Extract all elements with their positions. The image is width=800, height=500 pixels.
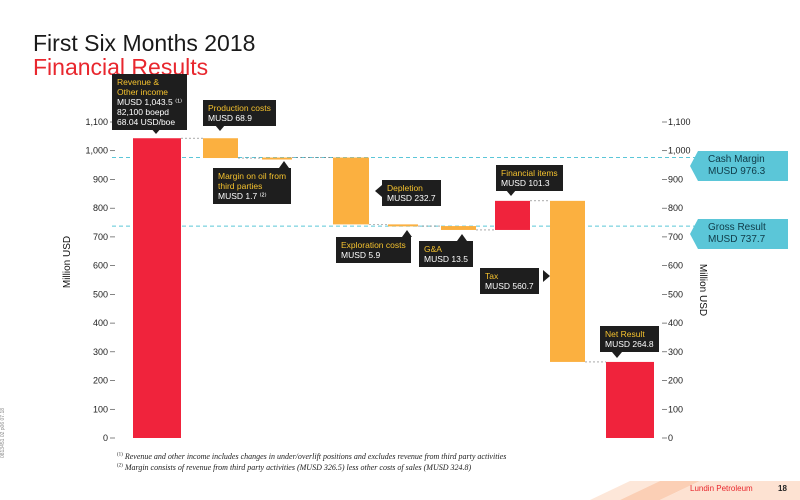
y-tick-left-4: 400: [93, 318, 108, 328]
bar-6: [495, 200, 530, 230]
callout-financial-title: Financial items: [501, 168, 558, 178]
callout-margin-title-1: Margin on oil from: [218, 171, 287, 181]
callout-revenue: Revenue & Other income MUSD 1,043.5 ⁽¹⁾ …: [112, 74, 188, 130]
callout-net-result-title: Net Result: [605, 329, 645, 339]
callout-production-costs: Production costs MUSD 68.9: [203, 100, 276, 126]
callout-revenue-title-1: Revenue &: [117, 77, 160, 87]
bar-4: [388, 224, 418, 227]
bar-5: [441, 226, 476, 230]
footnote-1: (1) Revenue and other income includes ch…: [117, 452, 506, 461]
callout-tax-pointer: [543, 270, 550, 282]
callout-tax: Tax MUSD 560.7: [480, 268, 539, 294]
callout-revenue-line-3: 68.04 USD/boe: [117, 117, 176, 127]
y-tick-left-8: 800: [93, 203, 108, 213]
y-tick-left-10: 1,000: [85, 146, 108, 156]
callout-margin-third-parties: Margin on oil from third parties MUSD 1.…: [213, 168, 292, 204]
y-tick-right-0: 0: [668, 433, 673, 443]
callout-production-costs-title: Production costs: [208, 103, 271, 113]
y-tick-left-7: 700: [93, 232, 108, 242]
bar-0: [133, 138, 181, 439]
document-code: 0813451 02 p06 07.18: [0, 407, 7, 459]
callout-net-result: Net Result MUSD 264.8: [600, 326, 659, 352]
callout-tax-value: MUSD 560.7: [485, 281, 534, 291]
y-tick-left-5: 500: [93, 289, 108, 299]
callout-margin-title-2: third parties: [218, 181, 263, 191]
callout-production-costs-value: MUSD 68.9: [208, 113, 252, 123]
callout-exploration-title: Exploration costs: [341, 240, 406, 250]
callout-net-result-pointer: [612, 352, 622, 358]
callout-production-costs-pointer: [215, 125, 225, 131]
callout-depletion: Depletion MUSD 232.7: [382, 180, 441, 206]
callout-ga: G&A MUSD 13.5: [419, 241, 473, 267]
callout-exploration-pointer: [402, 230, 412, 237]
footnote-1-mark: (1): [117, 452, 123, 458]
y-tick-right-1: 100: [668, 404, 683, 414]
footnote-1-text: Revenue and other income includes change…: [124, 452, 507, 461]
callout-net-result-value: MUSD 264.8: [605, 339, 654, 349]
bar-2: [262, 157, 292, 160]
bar-1: [203, 138, 238, 159]
callout-depletion-value: MUSD 232.7: [387, 193, 436, 203]
cash-margin-tag: Cash Margin MUSD 976.3: [690, 151, 788, 181]
gross-result-value: MUSD 737.7: [708, 234, 766, 245]
footnote-2-text: Margin consists of revenue from third pa…: [124, 463, 472, 472]
footer-shape-1: [590, 481, 660, 500]
callout-revenue-line-1: MUSD 1,043.5 ⁽¹⁾: [117, 97, 183, 107]
y-axis-label-right: Million USD: [697, 264, 708, 316]
callout-tax-title: Tax: [485, 271, 499, 281]
callout-exploration-costs: Exploration costs MUSD 5.9: [336, 237, 411, 263]
bar-7: [550, 200, 585, 362]
bar-3: [333, 157, 369, 225]
brand-name: Lundin Petroleum: [690, 484, 753, 493]
footer-shape-2: [620, 481, 700, 500]
y-tick-left-6: 600: [93, 261, 108, 271]
footer-decoration: [590, 481, 800, 500]
slide-title: First Six Months 2018: [33, 30, 256, 56]
callout-ga-pointer: [457, 234, 467, 241]
footnote-2: (2) Margin consists of revenue from thir…: [117, 463, 471, 472]
y-tick-right-3: 300: [668, 347, 683, 357]
callout-financial-items: Financial items MUSD 101.3: [496, 165, 563, 191]
y-tick-left-0: 0: [103, 433, 108, 443]
cash-margin-value: MUSD 976.3: [708, 166, 766, 177]
y-tick-left-9: 900: [93, 174, 108, 184]
footer-shape-3: [660, 481, 800, 500]
callout-revenue-pointer: [150, 127, 162, 134]
callout-revenue-line-2: 82,100 boepd: [117, 107, 169, 117]
callout-ga-title: G&A: [424, 244, 442, 254]
cash-margin-label: Cash Margin: [708, 154, 765, 165]
callout-financial-value: MUSD 101.3: [501, 178, 550, 188]
callout-margin-value: MUSD 1.7 ⁽²⁾: [218, 191, 267, 201]
callout-margin-pointer: [279, 161, 289, 168]
callout-revenue-title-2: Other income: [117, 87, 169, 97]
page-number: 18: [778, 484, 787, 493]
gross-result-tag: Gross Result MUSD 737.7: [690, 219, 788, 249]
y-tick-left-2: 200: [93, 376, 108, 386]
y-axis-label-left: Million USD: [62, 236, 73, 288]
y-tick-right-9: 900: [668, 174, 683, 184]
callout-financial-pointer: [506, 190, 516, 196]
y-tick-right-10: 1,000: [668, 146, 691, 156]
y-tick-right-6: 600: [668, 261, 683, 271]
y-tick-right-2: 200: [668, 376, 683, 386]
callout-ga-value: MUSD 13.5: [424, 254, 468, 264]
y-tick-right-5: 500: [668, 289, 683, 299]
y-tick-right-4: 400: [668, 318, 683, 328]
callout-depletion-title: Depletion: [387, 183, 423, 193]
callout-depletion-pointer: [375, 185, 382, 197]
gross-result-label: Gross Result: [708, 222, 766, 233]
bar-8: [606, 361, 654, 438]
y-tick-right-11: 1,100: [668, 117, 691, 127]
y-tick-left-1: 100: [93, 404, 108, 414]
footnote-2-mark: (2): [117, 463, 123, 469]
y-tick-left-11: 1,100: [85, 117, 108, 127]
callout-exploration-value: MUSD 5.9: [341, 250, 381, 260]
y-tick-right-7: 700: [668, 232, 683, 242]
y-tick-left-3: 300: [93, 347, 108, 357]
y-tick-right-8: 800: [668, 203, 683, 213]
